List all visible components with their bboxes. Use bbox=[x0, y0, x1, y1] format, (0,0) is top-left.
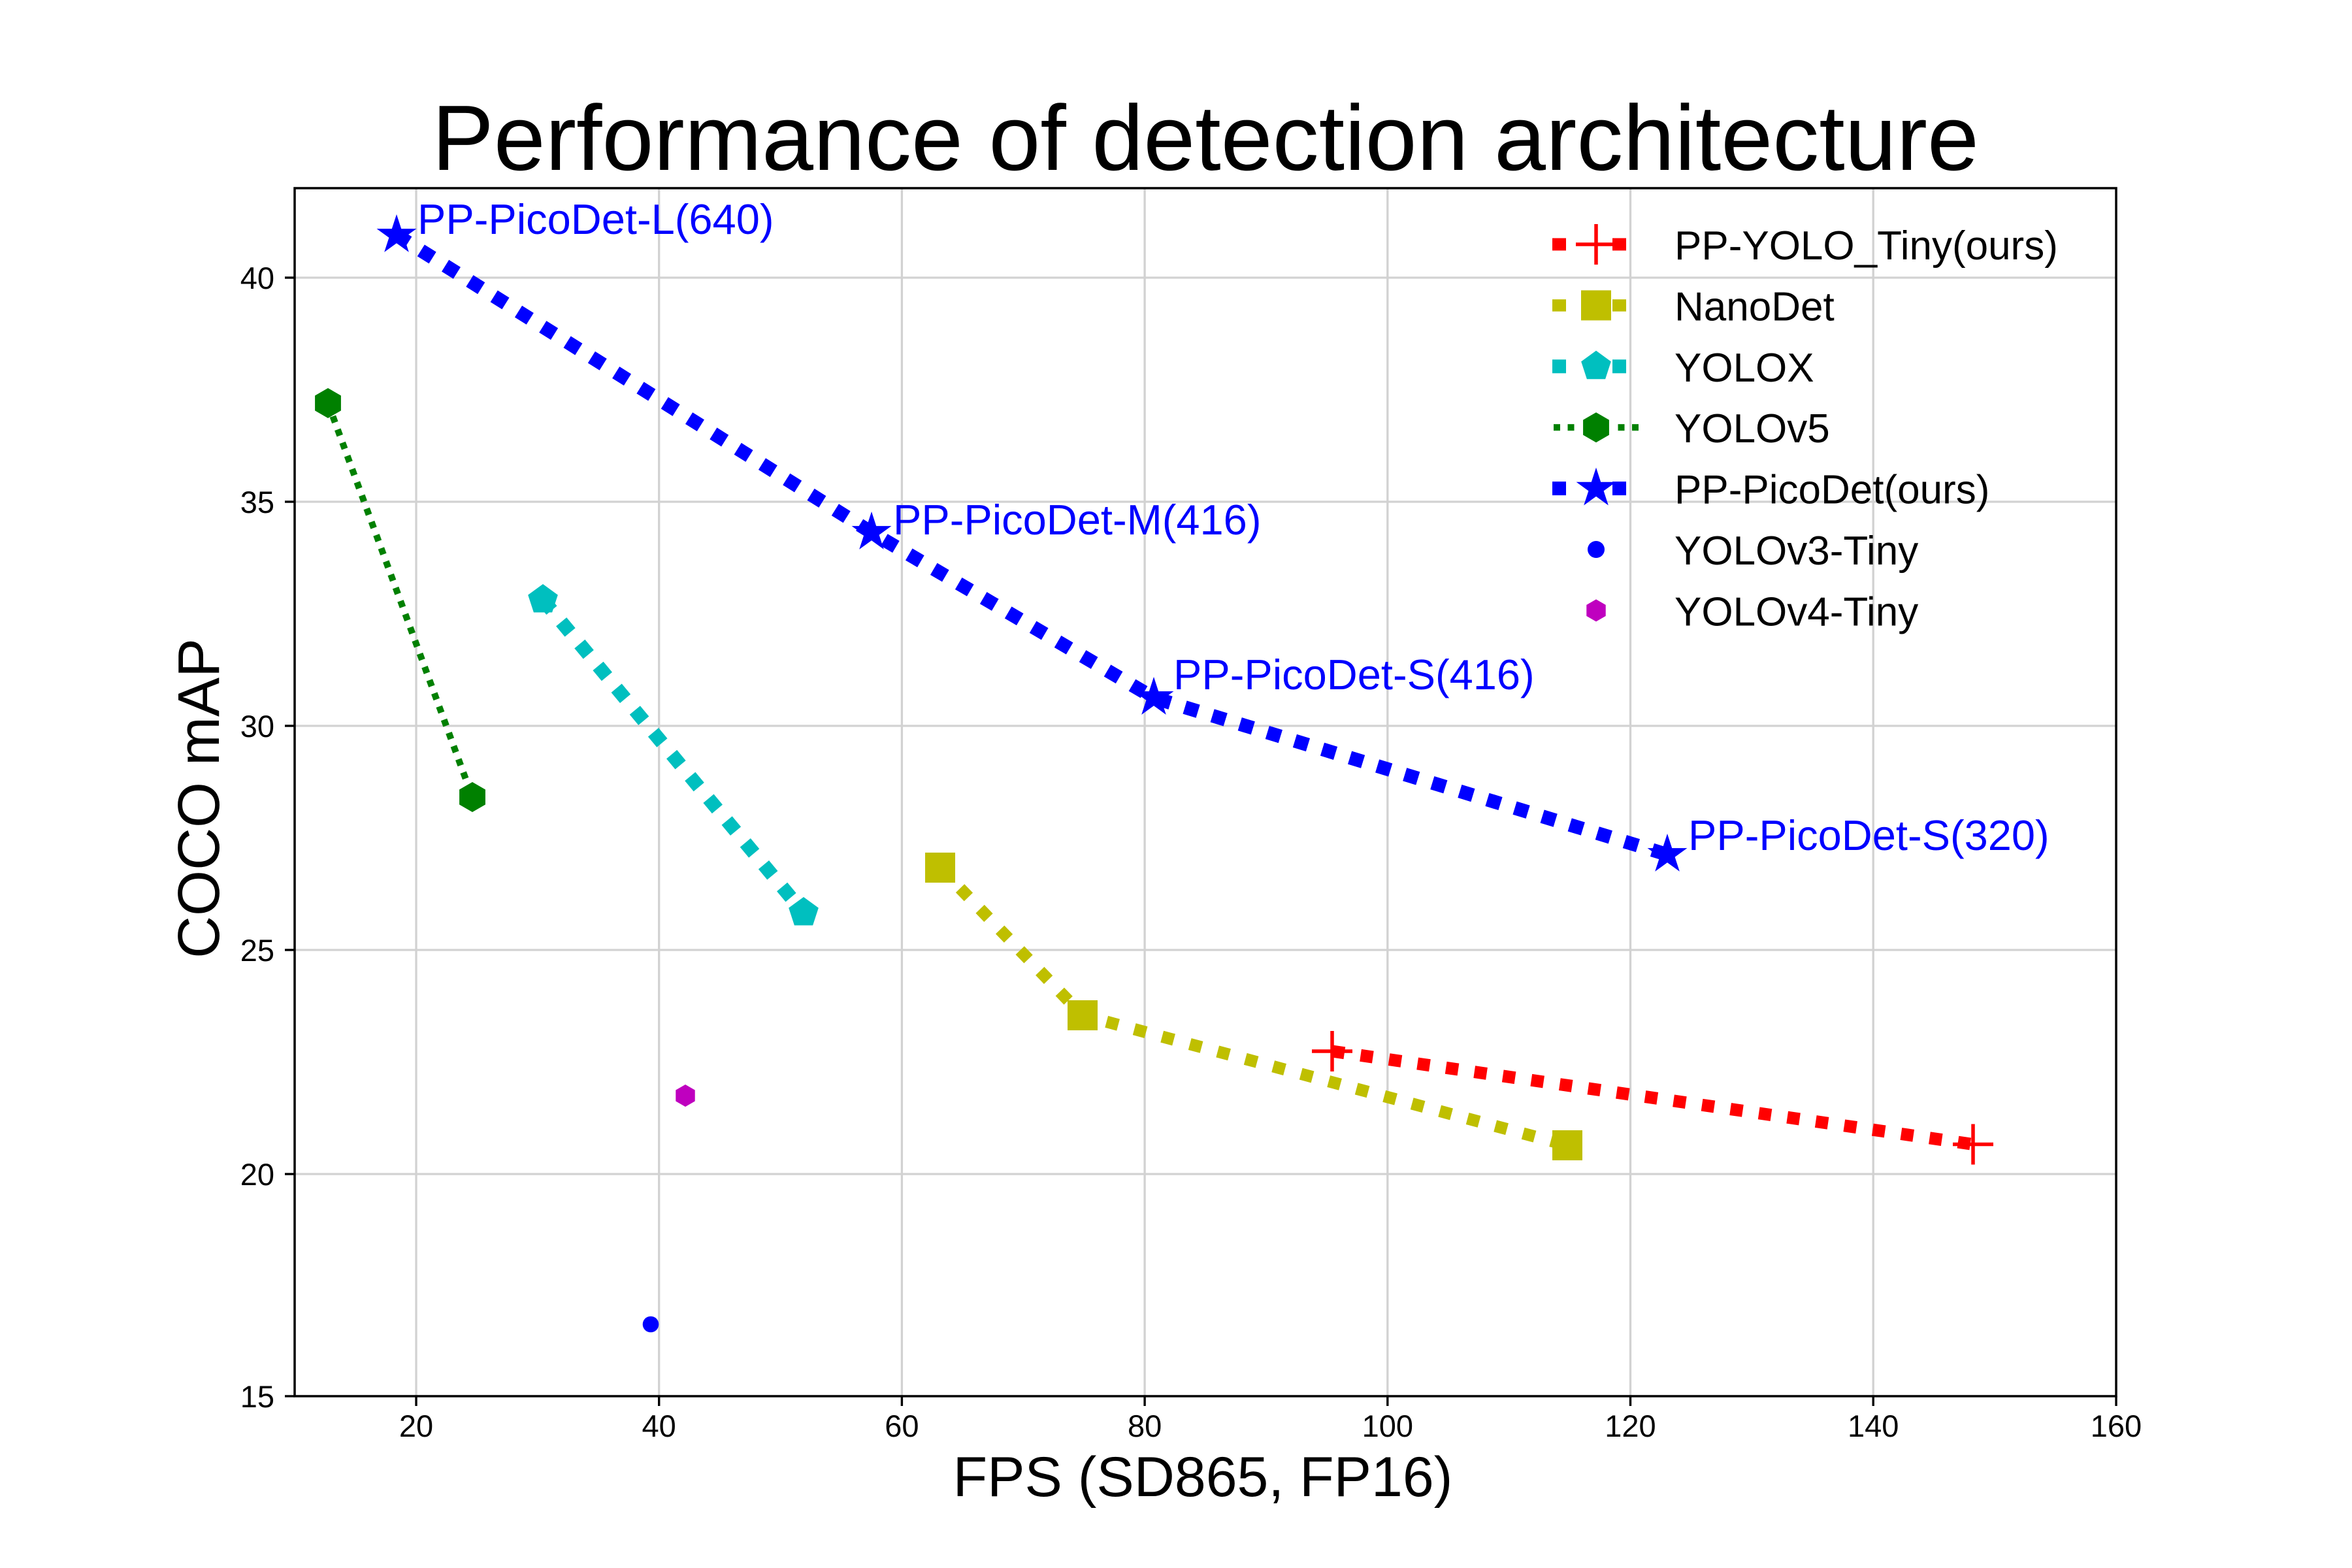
svg-text:40: 40 bbox=[642, 1409, 676, 1443]
svg-text:PP-PicoDet(ours): PP-PicoDet(ours) bbox=[1674, 468, 1989, 513]
svg-text:PP-PicoDet-M(416): PP-PicoDet-M(416) bbox=[893, 496, 1261, 544]
svg-text:PP-PicoDet-S(320): PP-PicoDet-S(320) bbox=[1688, 811, 2050, 859]
svg-text:NanoDet: NanoDet bbox=[1674, 284, 1835, 329]
svg-text:30: 30 bbox=[240, 709, 274, 743]
svg-text:Performance of detection archi: Performance of detection architecture bbox=[432, 86, 1979, 190]
svg-text:100: 100 bbox=[1362, 1409, 1413, 1443]
svg-text:80: 80 bbox=[1128, 1409, 1162, 1443]
svg-text:PP-PicoDet-L(640): PP-PicoDet-L(640) bbox=[417, 195, 774, 243]
svg-text:120: 120 bbox=[1605, 1409, 1656, 1443]
svg-text:15: 15 bbox=[240, 1379, 274, 1414]
svg-text:20: 20 bbox=[399, 1409, 433, 1443]
svg-text:35: 35 bbox=[240, 485, 274, 519]
svg-text:160: 160 bbox=[2091, 1409, 2142, 1443]
svg-text:PP-PicoDet-S(416): PP-PicoDet-S(416) bbox=[1173, 651, 1535, 698]
svg-text:25: 25 bbox=[240, 933, 274, 968]
svg-text:FPS (SD865, FP16): FPS (SD865, FP16) bbox=[953, 1446, 1453, 1509]
svg-text:PP-YOLO_Tiny(ours): PP-YOLO_Tiny(ours) bbox=[1674, 223, 2058, 269]
svg-text:YOLOv4-Tiny: YOLOv4-Tiny bbox=[1674, 589, 1918, 634]
svg-text:40: 40 bbox=[240, 261, 274, 295]
svg-text:20: 20 bbox=[240, 1157, 274, 1192]
svg-text:YOLOX: YOLOX bbox=[1674, 346, 1814, 391]
svg-text:60: 60 bbox=[885, 1409, 919, 1443]
svg-text:YOLOv3-Tiny: YOLOv3-Tiny bbox=[1674, 529, 1918, 574]
svg-text:COCO mAP: COCO mAP bbox=[167, 638, 232, 958]
svg-text:YOLOv5: YOLOv5 bbox=[1674, 406, 1830, 451]
svg-text:140: 140 bbox=[1848, 1409, 1899, 1443]
